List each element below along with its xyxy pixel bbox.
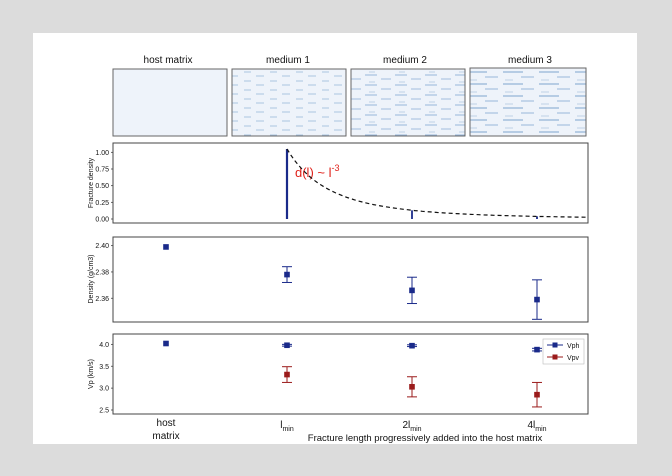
y-tick-label: 3.5 [99,364,109,371]
y-tick-label: 3.0 [99,386,109,393]
medium-2-image [350,68,466,137]
legend-label-vph: Vph [567,343,580,350]
y-axis-title-density: Density (g/cm3) [88,254,95,303]
legend: Vph Vpv [542,338,585,365]
legend-box [542,338,585,365]
vp-panel-frame [112,333,589,415]
data-point [163,244,169,250]
data-point [163,340,169,347]
data-point [409,384,415,390]
rho-panel-frame [112,236,589,323]
y-tick-label: 2.38 [95,269,109,276]
y-tick-label: 2.36 [95,296,109,303]
data-point [284,371,290,378]
x-tick-lmin: lmin [280,420,294,433]
media-label-1: medium 1 [266,55,310,66]
host-matrix-image [112,68,228,137]
data-point [409,287,415,294]
data-point [534,391,540,398]
legend-marker-vpv [552,354,558,360]
x-tick-host: host [157,418,176,429]
data-point [409,342,415,349]
medium-1-image [231,68,347,137]
figure-card: host matrix medium 1 medium 2 medium 3 d… [33,33,637,444]
y-tick-label: 0.50 [95,183,109,190]
y-tick-label: 2.40 [95,243,109,250]
y-tick-label: 2.5 [99,408,109,415]
x-tick-2lmin: 2lmin [402,420,421,433]
y-tick-label: 0.75 [95,167,109,174]
figure-svg: host matrix medium 1 medium 2 medium 3 d… [88,55,589,444]
x-tick-labels: host matrix lmin 2lmin 4lmin [152,418,546,442]
y-tick-label: 1.00 [95,150,109,157]
media-label-2: medium 2 [383,55,427,66]
y-tick-label: 0.00 [95,217,109,224]
y-axis-title-fracture-density: Fracture density [88,157,95,208]
legend-marker-vph [552,342,558,348]
x-axis-title: Fracture length progressively added into… [308,433,543,444]
y-tick-label: 0.25 [95,200,109,207]
y-tick-label: 4.0 [99,342,109,349]
power-law-curve [286,148,588,218]
power-law-annotation: d(l) ~ l-3 [295,163,340,180]
density-panel-frame [112,142,589,224]
data-point [534,296,540,303]
media-label-3: medium 3 [508,55,552,66]
legend-label-vpv: Vpv [567,355,580,362]
data-point [284,271,290,278]
data-point [534,346,540,353]
y-axis-title-vp: Vp (km/s) [88,359,95,389]
x-tick-4lmin: 4lmin [527,420,546,433]
x-tick-host-line2: matrix [152,431,179,442]
medium-3-image [469,67,587,137]
chart-marks: 0.00 0.25 0.50 0.75 1.00 2.36 2.38 2.40 2.5 3.0 3.… [95,148,588,415]
data-point [284,342,290,349]
media-header: host matrix medium 1 medium 2 medium 3 [112,55,587,137]
media-label-host: host matrix [144,55,193,66]
